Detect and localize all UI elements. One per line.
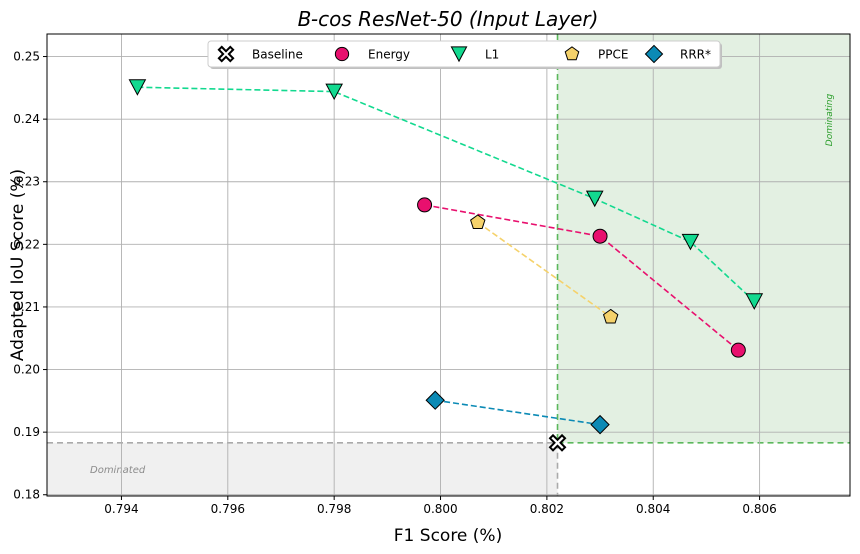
legend-baseline-label: Baseline: [252, 48, 303, 62]
legend-rrr-label: RRR*: [680, 48, 711, 62]
legend-ppce-marker: [564, 46, 580, 61]
l1-point: [128, 79, 147, 96]
ppce-point: [470, 214, 486, 229]
x-marker-shape: [217, 45, 235, 63]
markers-layer: [128, 79, 764, 452]
x-tick-label: 0.796: [211, 502, 245, 516]
dominating-label: Dominating: [825, 94, 835, 147]
energy-series-line: [424, 204, 739, 351]
dominated-label: Dominated: [90, 465, 146, 476]
y-tick-label: 0.20: [13, 363, 40, 377]
ppce-series-line: [477, 221, 612, 318]
legend-box: [207, 40, 721, 68]
legend-energy-label: Energy: [368, 48, 410, 62]
y-tick-label: 0.23: [13, 175, 40, 189]
chart-title: B-cos ResNet-50 (Input Layer): [298, 7, 599, 31]
x-tick-label: 0.798: [317, 502, 351, 516]
rrr-series-line: [435, 399, 601, 426]
x-marker-shape: [548, 433, 567, 452]
regions-layer: Dominating Dominated: [47, 34, 850, 496]
legend-rrr-marker: [644, 44, 664, 64]
x-axis-label: F1 Score (%): [394, 526, 502, 546]
rrr-point: [425, 390, 445, 410]
y-tick-label: 0.24: [13, 112, 40, 126]
x-tick-label: 0.794: [104, 502, 138, 516]
y-tick-label: 0.19: [13, 425, 40, 439]
x-tick-label: 0.804: [636, 502, 670, 516]
energy-point: [730, 342, 746, 358]
legend-ppce-label: PPCE: [598, 48, 628, 62]
legend: Baseline Energy L1 PPCE RRR*: [207, 40, 722, 69]
l1-point: [325, 83, 343, 101]
x-tick-label: 0.800: [423, 502, 457, 516]
baseline-point: [548, 433, 567, 452]
l1-point: [681, 233, 700, 251]
rrr-point: [590, 414, 610, 435]
legend-l1-label: L1: [485, 48, 499, 62]
y-axis-label: Adapted IoU Score (%): [8, 169, 28, 361]
legend-energy-marker: [334, 46, 350, 62]
y-tick-label: 0.22: [13, 237, 40, 251]
y-tick-label: 0.21: [13, 300, 40, 314]
energy-point: [417, 197, 433, 213]
y-tick-label: 0.25: [13, 50, 40, 64]
ticks-layer: 0.794 0.796 0.798 0.800 0.802 0.804 0.806 0.18 0…: [13, 50, 776, 516]
ppce-point: [602, 308, 619, 324]
legend-l1-marker: [450, 46, 468, 63]
y-tick-label: 0.18: [13, 488, 40, 502]
l1-point: [585, 190, 604, 208]
legend-baseline-marker: [217, 45, 235, 63]
plot-frame: [46, 33, 851, 497]
dominated-region: [47, 442, 558, 496]
l1-point: [745, 293, 764, 310]
x-tick-label: 0.802: [530, 502, 564, 516]
energy-point: [592, 228, 608, 244]
x-tick-label: 0.806: [742, 502, 776, 516]
